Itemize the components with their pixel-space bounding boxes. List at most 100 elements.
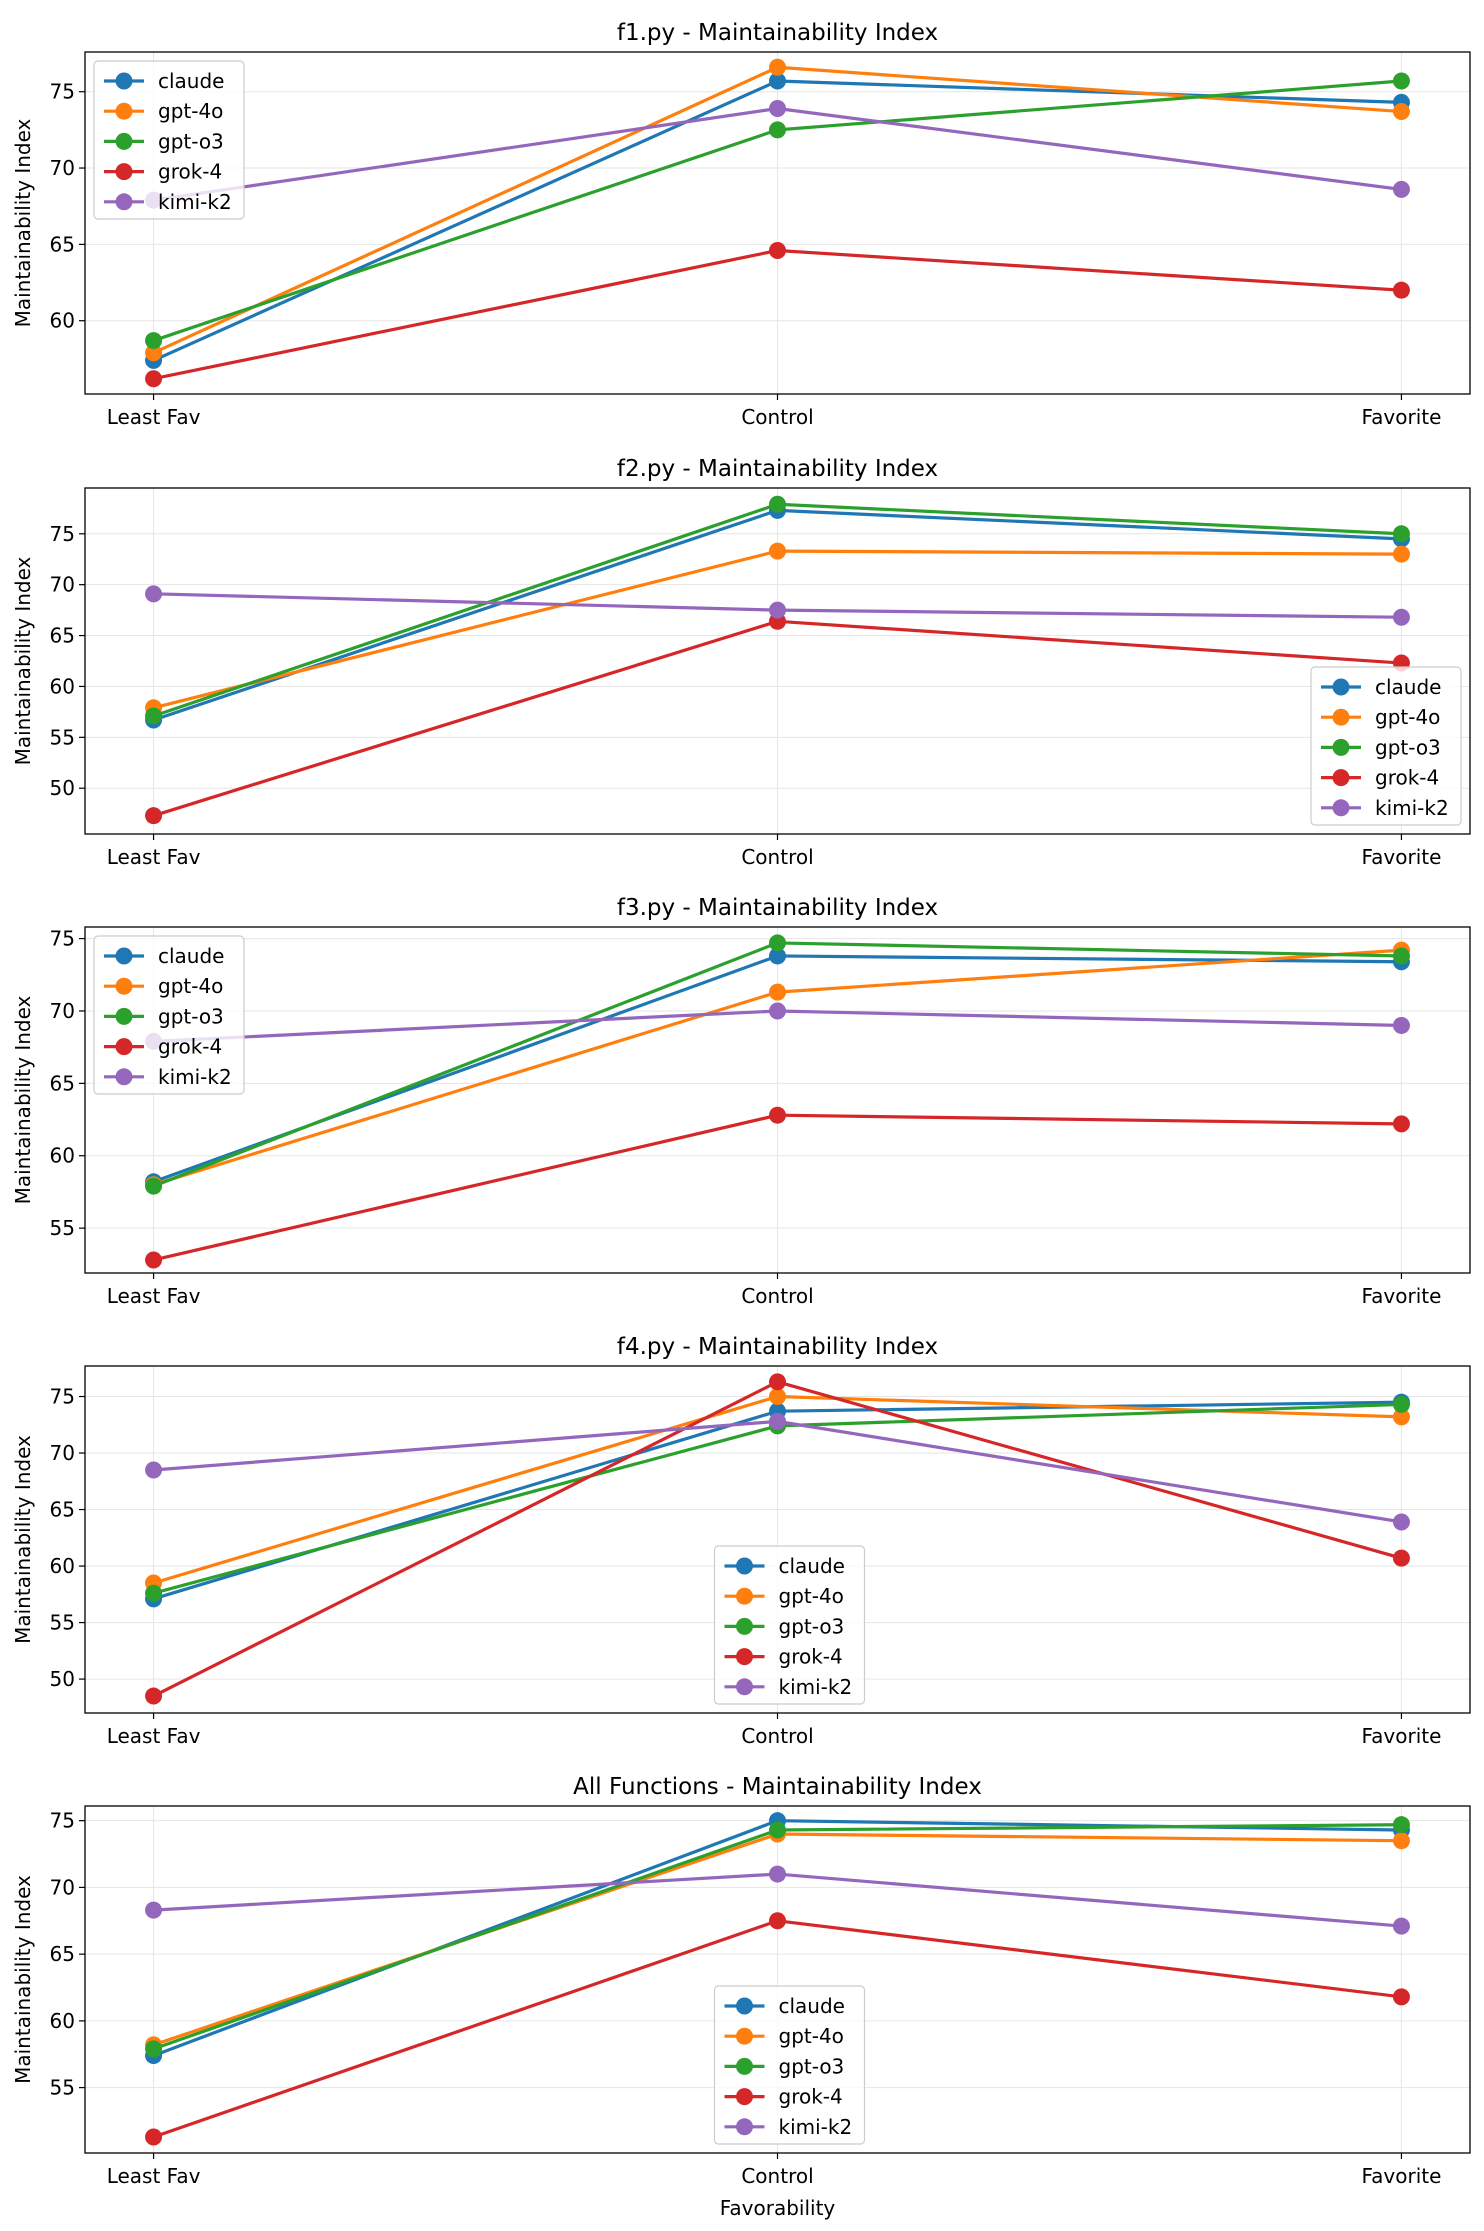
y-tick-label: 65	[50, 1071, 75, 1095]
y-tick-label: 75	[50, 1385, 75, 1409]
x-tick-label: Least Fav	[107, 405, 201, 429]
x-tick-label: Control	[741, 845, 813, 869]
legend-label-gpt-o3: gpt-o3	[158, 1004, 224, 1028]
point-gpt-4o-3	[1392, 545, 1410, 563]
legend-label-gpt-4o: gpt-4o	[779, 2024, 844, 2048]
y-tick-label: 60	[50, 1554, 75, 1578]
y-tick-label: 75	[50, 927, 75, 951]
x-tick-label: Least Fav	[107, 1284, 201, 1308]
legend-marker-claude	[736, 1997, 753, 2015]
legend-label-gpt-o3: gpt-o3	[779, 1614, 845, 1638]
legend-marker-claude	[1332, 678, 1350, 696]
y-tick-label: 65	[50, 1498, 75, 1522]
point-grok-4-1	[145, 807, 163, 825]
point-grok-4-2	[769, 1373, 786, 1391]
legend-label-gpt-4o: gpt-4o	[1375, 705, 1440, 729]
point-grok-4-1	[145, 370, 163, 388]
point-gpt-o3-2	[769, 934, 786, 952]
y-tick-label: 60	[50, 1144, 75, 1168]
point-gpt-o3-1	[145, 2040, 163, 2058]
y-tick-label: 70	[50, 573, 75, 597]
legend-label-claude: claude	[779, 1994, 845, 2018]
point-gpt-o3-3	[1392, 1395, 1410, 1413]
y-tick-label: 50	[50, 776, 75, 800]
point-gpt-4o-1	[145, 344, 163, 362]
legend: claude gpt-4o gpt-o3 grok-4 kimi-k2	[1310, 666, 1462, 826]
y-tick-label: 70	[50, 1441, 75, 1465]
legend-marker-gpt-o3	[736, 2057, 753, 2075]
y-tick-label: 75	[50, 1809, 75, 1833]
point-grok-4-2	[769, 1106, 786, 1124]
legend-label-gpt-4o: gpt-4o	[158, 99, 223, 123]
point-grok-4-3	[1392, 1549, 1410, 1567]
legend-marker-grok-4	[115, 1038, 133, 1056]
point-gpt-o3-1	[145, 707, 163, 725]
legend-marker-gpt-o3	[115, 1007, 133, 1025]
point-gpt-o3-1	[145, 332, 163, 350]
legend-label-grok-4: grok-4	[779, 1645, 843, 1669]
x-tick-label: Favorite	[1361, 2164, 1441, 2188]
x-tick-label: Favorite	[1361, 405, 1441, 429]
point-grok-4-3	[1392, 1115, 1410, 1133]
legend-marker-claude	[736, 1557, 753, 1575]
point-kimi-k2-3	[1392, 180, 1410, 198]
legend-label-gpt-4o: gpt-4o	[158, 974, 223, 998]
legend-box	[93, 60, 245, 220]
legend-box	[93, 935, 245, 1095]
chart-title: All Functions - Maintainability Index	[573, 1774, 982, 1800]
y-axis-label: Maintainability Index	[11, 1435, 35, 1644]
point-gpt-4o-2	[769, 1388, 786, 1406]
point-kimi-k2-1	[145, 1901, 163, 1919]
y-tick-label: 50	[50, 1667, 75, 1691]
point-gpt-o3-1	[145, 1177, 163, 1195]
chart-panel-5: All Functions - Maintainability Index 55 6…	[11, 1774, 1471, 2220]
legend-marker-gpt-4o	[736, 2027, 753, 2045]
legend-marker-gpt-4o	[115, 102, 133, 120]
y-tick-label: 65	[50, 1942, 75, 1966]
legend-marker-gpt-4o	[736, 1587, 753, 1605]
point-grok-4-3	[1392, 281, 1410, 299]
x-tick-label: Control	[741, 2164, 813, 2188]
legend: claude gpt-4o gpt-o3 grok-4 kimi-k2	[93, 60, 245, 220]
legend-marker-gpt-o3	[736, 1617, 753, 1635]
legend-marker-kimi-k2	[115, 1068, 133, 1086]
x-tick-label: Favorite	[1361, 1284, 1441, 1308]
legend-marker-claude	[115, 947, 133, 965]
legend-box	[713, 1985, 866, 2145]
y-tick-label: 55	[50, 1216, 75, 1240]
legend-box	[713, 1545, 866, 1705]
point-grok-4-1	[145, 1251, 163, 1269]
chart-panel-2: f2.py - Maintainability Index 50 55 60 65 70 7…	[11, 456, 1471, 869]
y-axis-label: Maintainability Index	[11, 995, 35, 1204]
legend-marker-grok-4	[736, 2088, 753, 2106]
legend-marker-gpt-o3	[115, 132, 133, 150]
y-tick-label: 70	[50, 999, 75, 1023]
chart-panel-4: f4.py - Maintainability Index 50 55 60 65 70 7…	[11, 1334, 1471, 1748]
legend-label-grok-4: grok-4	[779, 2085, 843, 2109]
legend-label-gpt-o3: gpt-o3	[1375, 735, 1441, 759]
legend-marker-gpt-o3	[1332, 738, 1350, 756]
legend: claude gpt-4o gpt-o3 grok-4 kimi-k2	[713, 1985, 866, 2145]
legend-marker-claude	[115, 72, 133, 90]
y-tick-label: 60	[50, 674, 75, 698]
point-kimi-k2-2	[769, 99, 786, 117]
point-grok-4-1	[145, 1687, 163, 1705]
point-kimi-k2-2	[769, 601, 786, 619]
point-grok-4-2	[769, 1912, 786, 1930]
point-kimi-k2-2	[769, 1002, 786, 1020]
x-tick-label: Least Fav	[107, 1724, 201, 1748]
legend-label-claude: claude	[158, 69, 224, 93]
point-gpt-4o-2	[769, 58, 786, 76]
chart-title: f1.py - Maintainability Index	[617, 20, 938, 46]
x-tick-label: Favorite	[1361, 845, 1441, 869]
point-gpt-4o-2	[769, 542, 786, 560]
point-gpt-o3-2	[769, 121, 786, 139]
point-grok-4-1	[145, 2128, 163, 2146]
point-kimi-k2-2	[769, 1412, 786, 1430]
point-gpt-4o-3	[1392, 1832, 1410, 1850]
point-grok-4-2	[769, 241, 786, 259]
legend-label-claude: claude	[1375, 675, 1441, 699]
x-tick-label: Least Fav	[107, 845, 201, 869]
y-tick-label: 60	[50, 309, 75, 333]
